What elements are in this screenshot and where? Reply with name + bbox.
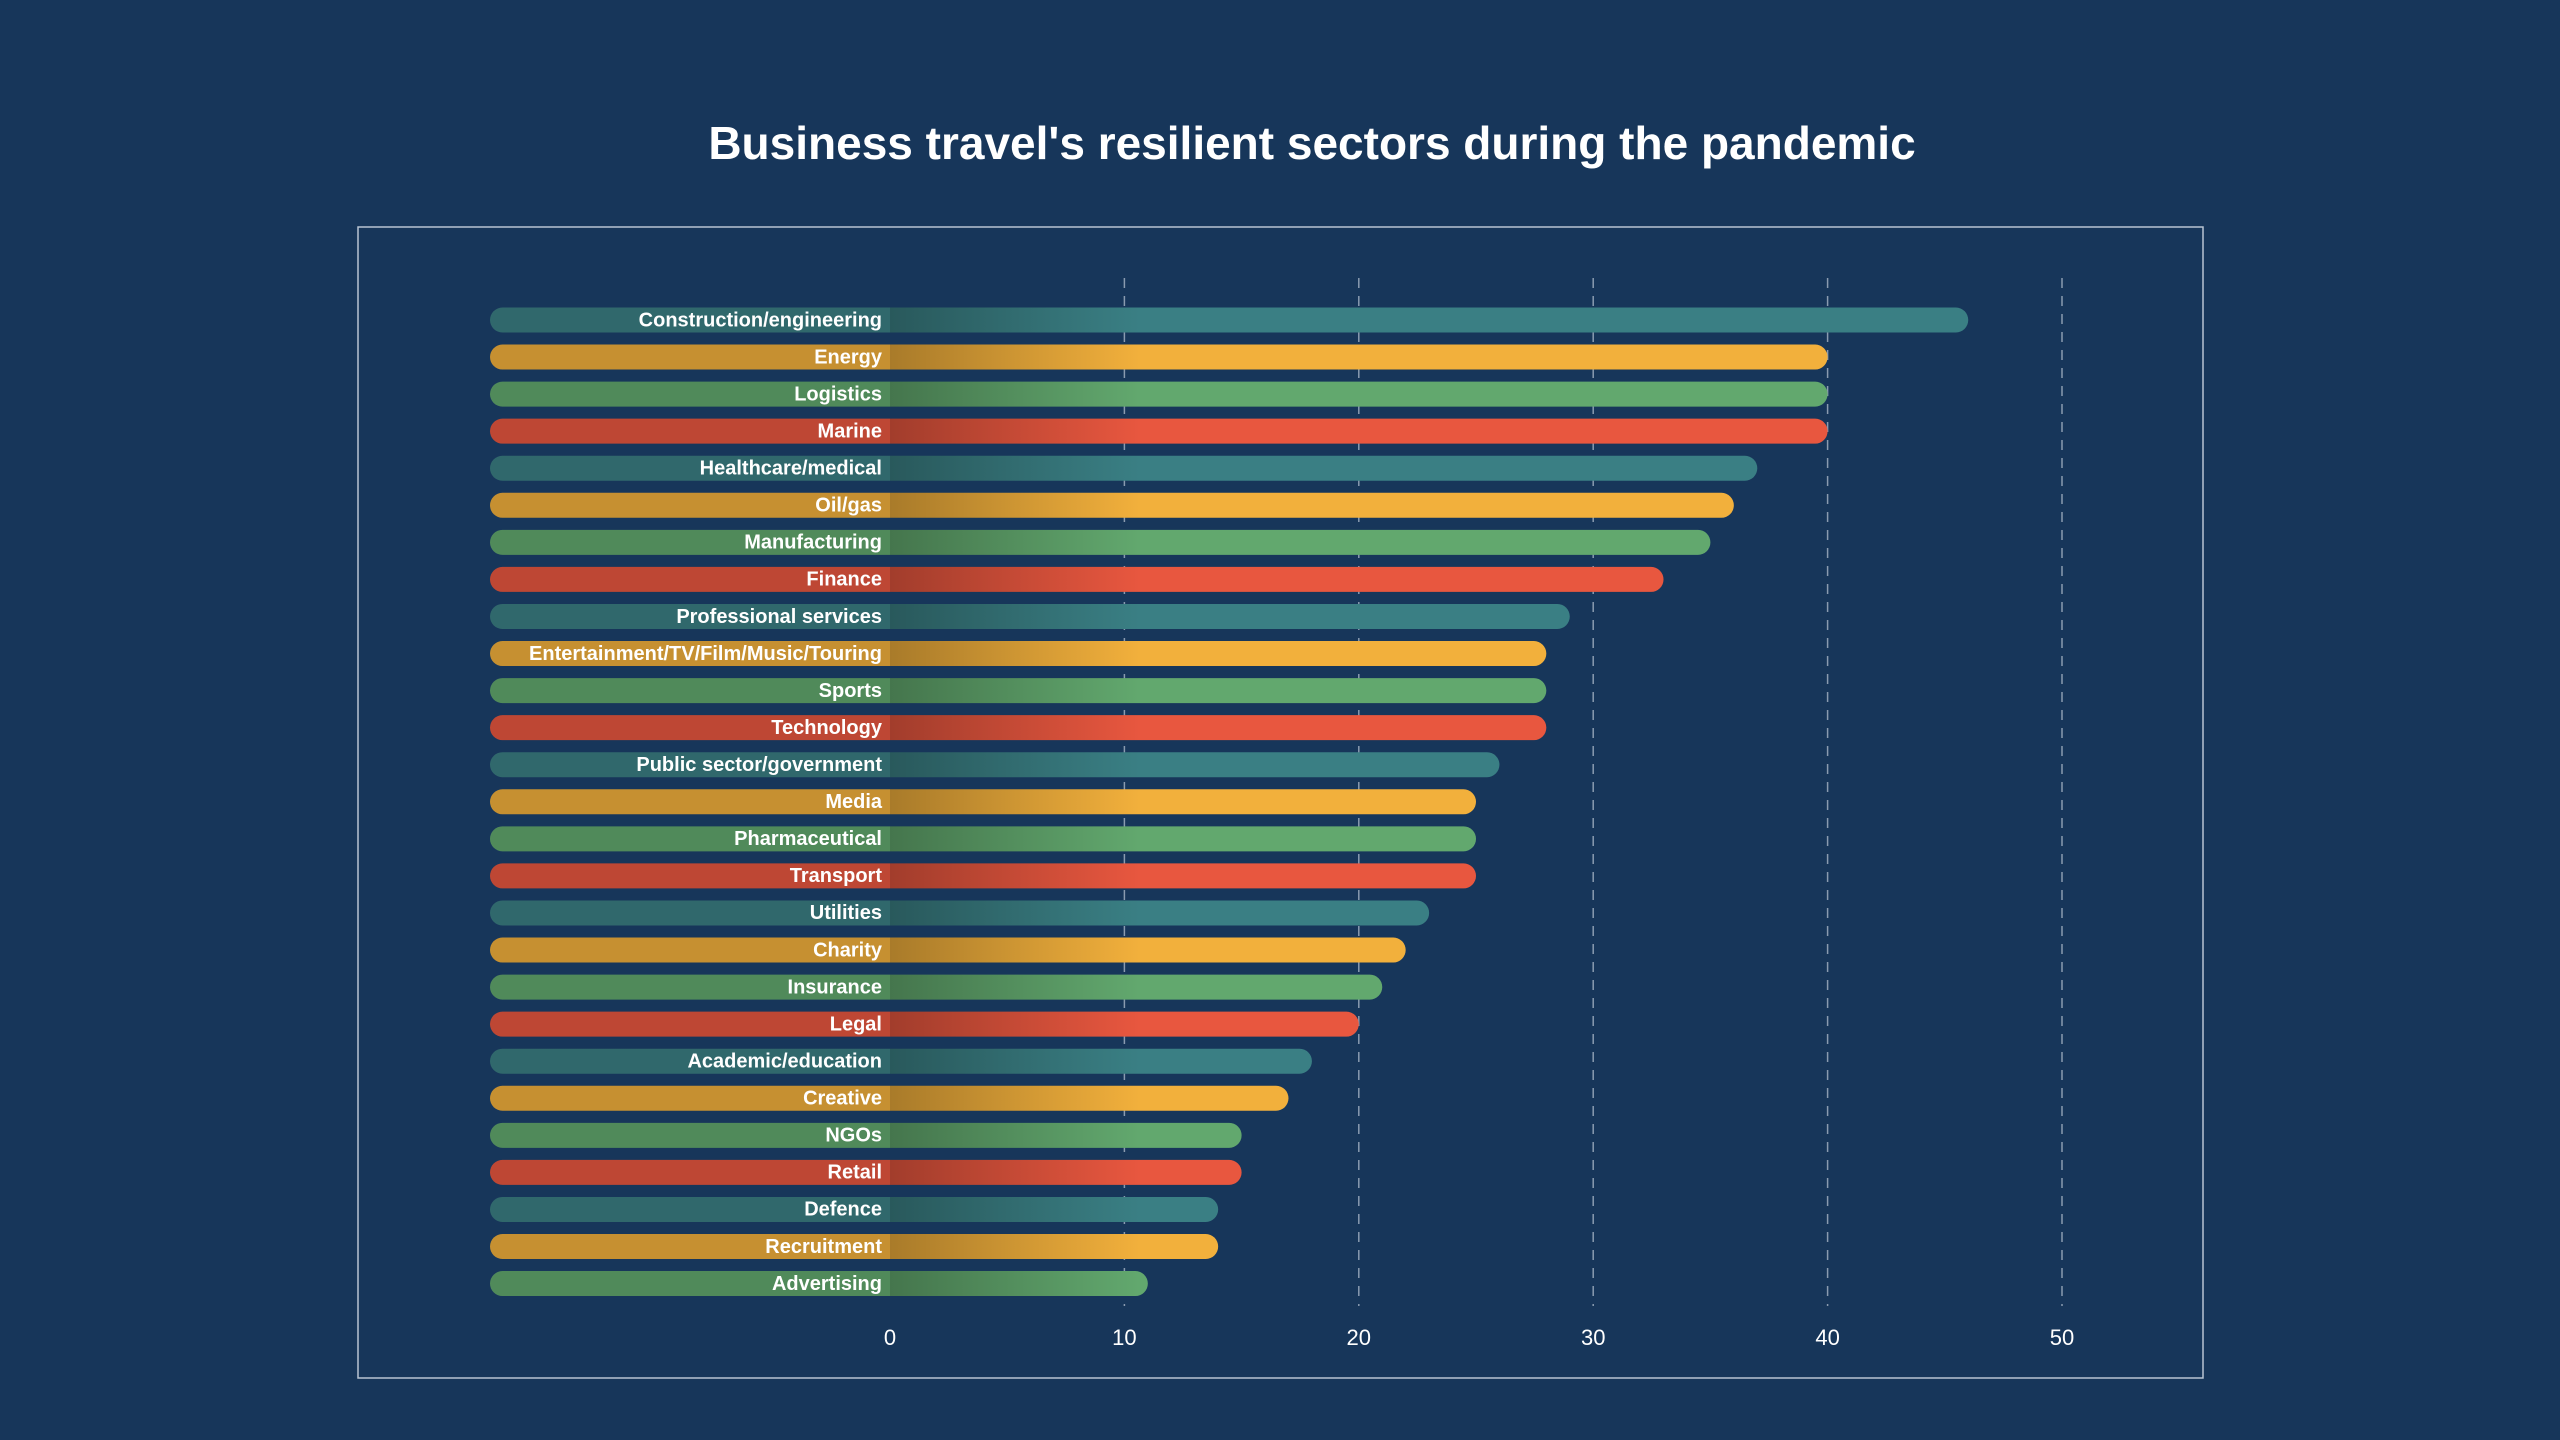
x-tick-label: 20 (1347, 1325, 1371, 1350)
category-label: Manufacturing (744, 532, 882, 554)
category-label: Retail (828, 1162, 882, 1184)
category-label: Oil/gas (815, 495, 882, 517)
bar (490, 603, 1570, 629)
bar (490, 1048, 1312, 1074)
bar (490, 492, 1734, 518)
bar (490, 752, 1500, 778)
category-label: Entertainment/TV/Film/Music/Touring (529, 643, 882, 665)
bar (490, 1122, 1242, 1148)
bar (490, 715, 1547, 741)
category-label: Recruitment (765, 1236, 882, 1258)
plot-frame (357, 226, 2204, 1379)
x-tick-label: 10 (1112, 1325, 1136, 1350)
x-tick-label: 50 (2050, 1325, 2074, 1350)
category-label: Healthcare/medical (700, 458, 882, 480)
category-label: Defence (804, 1199, 882, 1221)
category-label: Professional services (676, 606, 882, 628)
bar (490, 789, 1476, 815)
bar (490, 566, 1664, 592)
category-label: Technology (771, 717, 883, 739)
category-label: Finance (806, 569, 882, 591)
category-label: Construction/engineering (639, 309, 882, 331)
category-label: Transport (790, 865, 883, 887)
category-label: Logistics (794, 383, 882, 405)
category-label: Academic/education (687, 1050, 882, 1072)
bar (490, 1271, 1148, 1297)
category-label: Insurance (788, 976, 882, 998)
bar (490, 1196, 1219, 1222)
category-label: Utilities (810, 902, 882, 924)
category-label: Energy (814, 346, 883, 368)
bar (490, 826, 1476, 852)
bar (490, 863, 1476, 889)
bar (490, 344, 1828, 370)
bar (490, 678, 1547, 704)
bar (490, 381, 1828, 407)
bar (490, 1085, 1289, 1111)
category-label: Advertising (772, 1273, 882, 1295)
category-label: Media (825, 791, 883, 813)
category-label: Sports (819, 680, 882, 702)
bar (490, 641, 1547, 667)
bar (490, 529, 1711, 555)
bar (490, 1159, 1242, 1185)
bar (490, 937, 1406, 963)
category-label: Creative (803, 1088, 882, 1110)
bar (490, 974, 1383, 1000)
category-label: NGOs (825, 1125, 882, 1147)
bar (490, 455, 1758, 481)
bar (490, 418, 1828, 444)
x-tick-label: 40 (1815, 1325, 1839, 1350)
bar (490, 900, 1430, 926)
bar (490, 307, 1969, 333)
bar (490, 1234, 1219, 1259)
category-label: Pharmaceutical (734, 828, 882, 850)
category-label: Marine (818, 420, 882, 442)
category-label: Legal (830, 1013, 882, 1035)
chart-title: Business travel's resilient sectors duri… (708, 117, 1915, 169)
category-label: Public sector/government (636, 754, 882, 776)
x-tick-label: 30 (1581, 1325, 1605, 1350)
x-tick-label: 0 (884, 1325, 896, 1350)
bar (490, 1011, 1359, 1037)
category-label: Charity (813, 939, 883, 961)
